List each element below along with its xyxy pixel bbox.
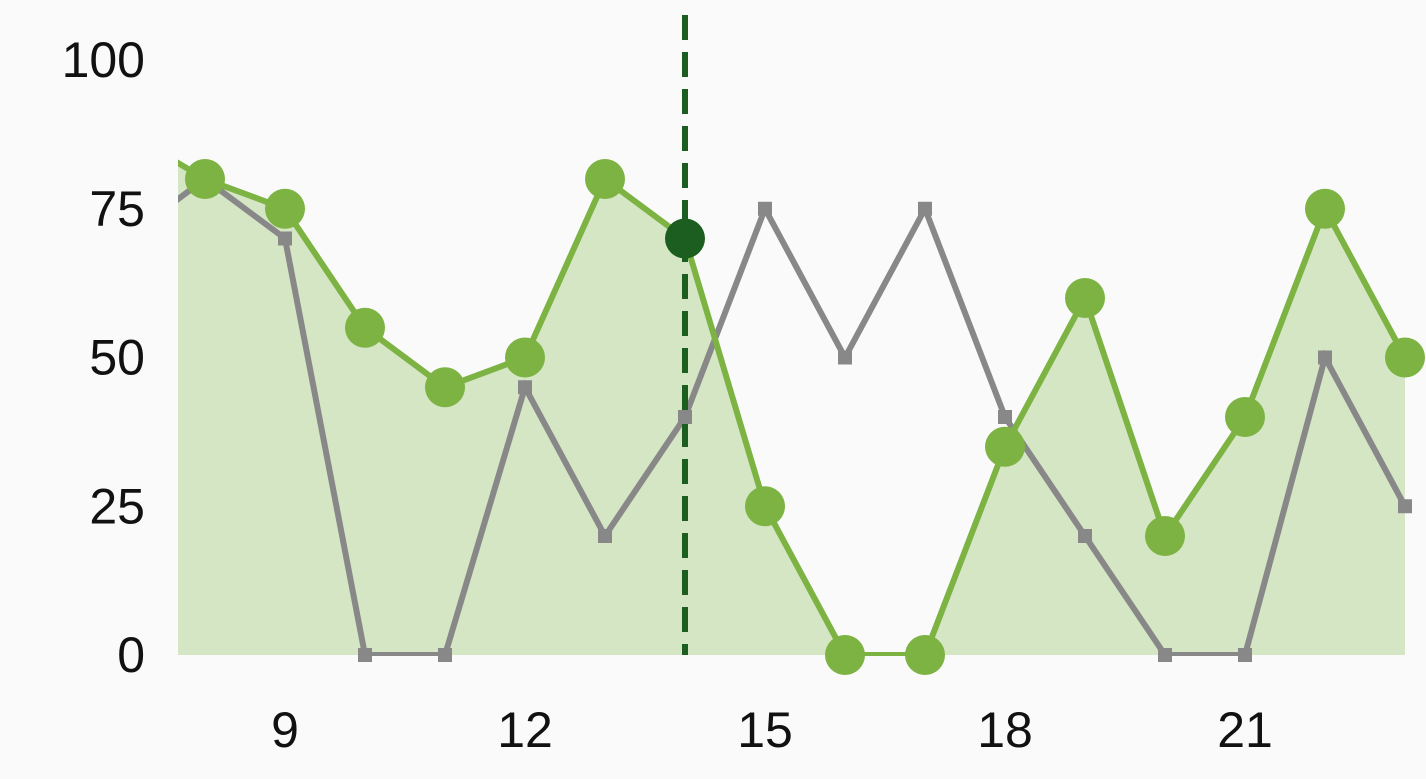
point-gray	[998, 410, 1012, 424]
point-gray	[1318, 350, 1332, 365]
point-gray	[838, 350, 852, 365]
point-gray	[278, 231, 292, 246]
markers-layer	[185, 159, 1425, 675]
point-green	[505, 337, 545, 378]
point-gray	[358, 648, 372, 662]
y-axis: 0 25 50 75 100	[62, 32, 145, 683]
point-green	[1385, 337, 1425, 378]
point-green	[1305, 188, 1345, 229]
y-tick-label: 0	[117, 627, 145, 683]
y-tick-label: 100	[62, 32, 145, 88]
point-green	[1065, 278, 1105, 318]
x-axis: 9 12 15 18 21	[271, 702, 1273, 758]
point-gray	[918, 201, 932, 216]
x-tick-label: 9	[271, 702, 299, 758]
point-gray	[678, 410, 692, 424]
point-gray	[518, 380, 532, 395]
highlight-point	[665, 218, 705, 259]
point-green	[425, 367, 465, 408]
point-gray	[1238, 648, 1252, 662]
x-tick-label: 18	[977, 702, 1033, 758]
point-gray	[1398, 499, 1412, 514]
point-gray	[1158, 648, 1172, 662]
point-green	[585, 159, 625, 199]
x-tick-label: 21	[1217, 702, 1273, 758]
point-green	[265, 188, 305, 229]
point-green	[905, 635, 945, 675]
point-gray	[758, 201, 772, 216]
point-green	[1225, 397, 1265, 437]
y-tick-label: 25	[89, 478, 145, 534]
point-green	[185, 159, 225, 199]
point-green	[745, 486, 785, 527]
point-green	[1145, 516, 1185, 556]
point-green	[985, 426, 1025, 467]
point-gray	[598, 529, 612, 543]
x-tick-label: 15	[737, 702, 793, 758]
x-tick-label: 12	[497, 702, 553, 758]
point-gray	[1078, 529, 1092, 543]
point-green	[345, 307, 385, 348]
y-tick-label: 50	[89, 330, 145, 386]
point-gray	[438, 648, 452, 662]
y-tick-label: 75	[89, 181, 145, 237]
point-green	[825, 635, 865, 675]
